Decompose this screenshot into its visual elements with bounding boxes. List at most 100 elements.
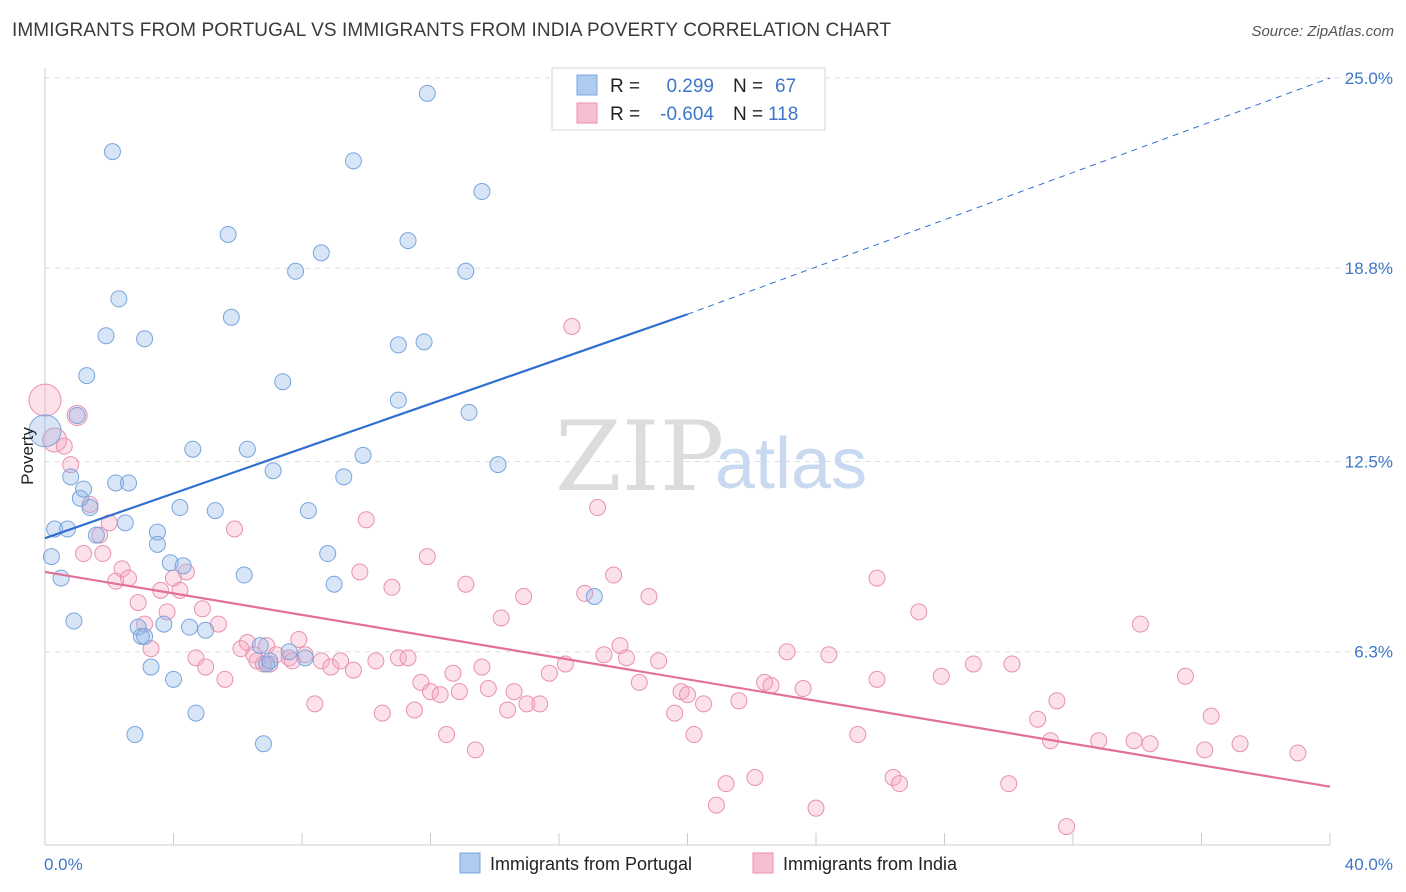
india-point [617,649,635,667]
india-point [563,318,581,336]
india-point [1000,775,1018,793]
india-point [197,658,215,676]
portugal-point [187,704,205,722]
india-point [778,643,796,661]
portugal-point [418,84,436,102]
legend-r-label-portugal: R = [610,76,640,97]
series-legend-swatch-india [752,852,774,874]
portugal-point [312,244,330,262]
india-point [910,603,928,621]
portugal-point [344,152,362,170]
india-point [457,575,475,593]
india-point [357,511,375,529]
portugal-point [585,587,603,605]
india-point [389,649,407,667]
legend-n-label-india: N = [733,104,763,125]
portugal-point [457,262,475,280]
portugal-point [299,502,317,520]
portugal-point [473,183,491,201]
india-point [405,701,423,719]
india-point [730,692,748,710]
portugal-point [399,232,417,250]
india-point [418,548,436,566]
portugal-trend-extension [687,77,1331,315]
india-point [367,652,385,670]
watermark: ZIP atlas [555,401,867,513]
portugal-point [197,621,215,639]
india-point [605,566,623,584]
india-point [820,646,838,664]
legend-n-value-india: 118 [768,104,798,125]
india-point [695,695,713,713]
portugal-point [161,554,179,572]
y-tick-label-1: 12.5% [1345,453,1393,472]
india-point [685,726,703,744]
india-point [290,630,308,648]
portugal-point [52,569,70,587]
portugal-point [222,308,240,326]
portugal-point [97,327,115,345]
portugal-point [238,440,256,458]
portugal-point [261,652,279,670]
portugal-point [136,627,154,645]
portugal-point [325,575,343,593]
portugal-point [116,514,134,532]
portugal-point [389,336,407,354]
portugal-point [264,462,282,480]
india-point [849,726,867,744]
india-point [438,726,456,744]
india-point [707,796,725,814]
india-point [66,404,88,426]
india-trend-line [44,570,1331,788]
india-point [540,664,558,682]
india-point [531,695,549,713]
portugal-point [78,367,96,385]
portugal-point [75,480,93,498]
india-point [129,594,147,612]
india-point [1058,818,1076,836]
india-point [1003,655,1021,673]
india-point [332,652,350,670]
watermark-atlas: atlas [715,424,867,504]
india-point [807,799,825,817]
portugal-point [258,655,276,673]
y-axis-title: Poverty [18,427,37,485]
portugal-point [280,643,298,661]
india-point [1202,707,1220,725]
india-point [1196,741,1214,759]
india-point [505,683,523,701]
x-tick-label-min: 0.0% [44,855,83,874]
india-point [351,563,369,581]
india-point [94,545,112,563]
portugal-point [165,670,182,688]
portugal-point [254,735,272,753]
india-point [75,545,93,563]
portugal-point [489,456,507,474]
india-point [344,661,362,679]
legend-r-value-portugal: 0.299 [666,76,714,97]
india-point [1176,667,1194,685]
legend-r-label-india: R = [610,104,640,125]
india-point [884,769,902,787]
portugal-point [28,414,62,448]
portugal-point [129,618,147,636]
portugal-points [28,84,603,753]
portugal-point [415,333,433,351]
india-point [515,587,533,605]
india-point [679,686,696,704]
india-point [964,655,982,673]
india-point [891,775,909,793]
y-tick-label-3: 25.0% [1345,69,1393,88]
india-point [444,664,462,682]
portugal-point [126,726,144,744]
y-tick-label-2: 18.8% [1345,259,1393,278]
portugal-point [274,373,292,391]
portugal-point [319,545,337,563]
portugal-point [219,225,237,243]
series-legend-label-india: Immigrants from India [783,854,958,874]
india-point [630,673,648,691]
portugal-point [65,612,83,630]
india-point [666,704,684,722]
portugal-point [335,468,353,486]
